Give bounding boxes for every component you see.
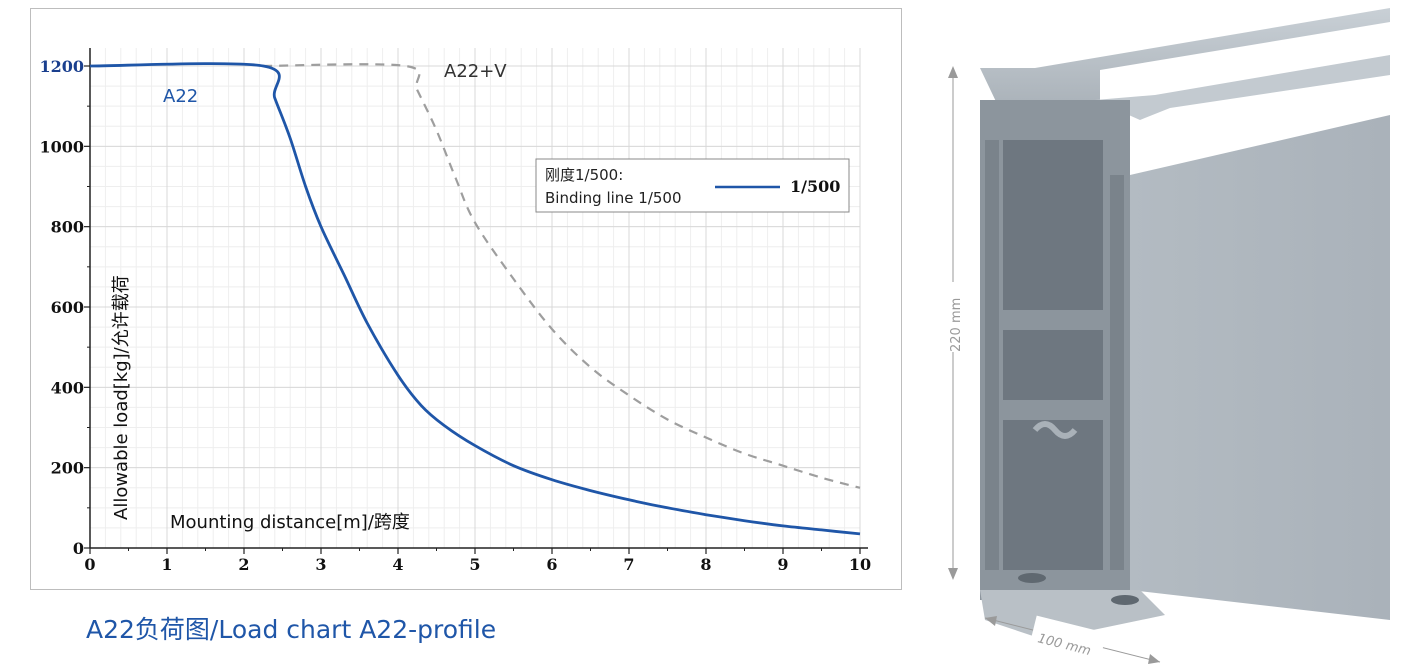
x-tick-label: 9 [777, 555, 788, 574]
tick-labels: 0 1 2 3 4 5 6 7 8 9 10 0 200 400 600 800 1000 1200 [39, 57, 871, 574]
load-chart: 0 1 2 3 4 5 6 7 8 9 10 0 200 400 600 800 1000 1200 A22 A2… [39, 48, 871, 574]
y-tick-label: 1200 [39, 57, 84, 76]
x-tick-label: 10 [849, 555, 871, 574]
x-tick-label: 0 [84, 555, 95, 574]
axes [89, 48, 868, 549]
x-tick-label: 1 [161, 555, 172, 574]
load-chart-frame [30, 8, 902, 590]
x-tick-label: 4 [392, 555, 403, 574]
series-label-a22: A22 [163, 86, 198, 107]
legend-text-line1: 刚度1/500: [545, 166, 623, 184]
width-arrow-left [985, 616, 997, 626]
y-tick-label: 400 [51, 378, 84, 397]
axis-ticks [84, 65, 861, 554]
x-tick-label: 6 [546, 555, 557, 574]
series-lines [89, 62, 861, 536]
legend-text-line2: Binding line 1/500 [545, 189, 682, 207]
height-dimension: 220 mm [945, 66, 964, 580]
profile-cavity-upper [1003, 140, 1103, 310]
profile-cavity-middle [1003, 330, 1103, 400]
x-tick-label: 3 [315, 555, 326, 574]
profile-groove [1032, 421, 1078, 439]
profile-slot-right [1110, 175, 1124, 570]
height-arrow-top [948, 66, 958, 78]
x-tick-label: 5 [469, 555, 480, 574]
height-label-backdrop [945, 282, 963, 352]
y-tick-label: 1000 [39, 137, 84, 156]
legend-key-label: 1/500 [790, 177, 840, 196]
profile-body [980, 8, 1390, 640]
profile-cavity-lower [1003, 420, 1103, 570]
height-arrow-bottom [948, 568, 958, 580]
profile-slot-left [985, 140, 999, 570]
y-tick-label: 800 [51, 218, 84, 237]
legend-box [535, 158, 850, 213]
a22-profile-image: 220 mm 100 mm [945, 8, 1390, 664]
y-tick-label: 200 [51, 459, 84, 478]
profile-top-rail [980, 8, 1390, 110]
profile-top-rail-right [1095, 55, 1390, 120]
grid-major [89, 48, 861, 549]
series-label-a22v: A22+V [444, 61, 507, 82]
y-axis-label: Allowable load[kg]/允许载荷 [111, 275, 132, 520]
y-tick-label: 600 [51, 298, 84, 317]
profile-bottom-slot-right [1111, 595, 1139, 605]
legend: 刚度1/500: Binding line 1/500 1/500 [535, 158, 850, 213]
width-arrow-right [1148, 654, 1160, 664]
series-line-a22v [263, 63, 861, 489]
chart-caption: A22负荷图/Load chart A22-profile [86, 615, 497, 644]
profile-side-face [1130, 115, 1390, 620]
profile-bottom-slot-left [1018, 573, 1046, 583]
x-tick-label: 2 [238, 555, 249, 574]
y-tick-label: 0 [73, 539, 84, 558]
height-dimension-label: 220 mm [949, 298, 964, 352]
x-tick-label: 8 [700, 555, 711, 574]
x-axis-label: Mounting distance[m]/跨度 [170, 512, 410, 533]
width-label-backdrop [1031, 615, 1107, 655]
series-line-a22 [89, 62, 861, 536]
x-tick-label: 7 [623, 555, 634, 574]
